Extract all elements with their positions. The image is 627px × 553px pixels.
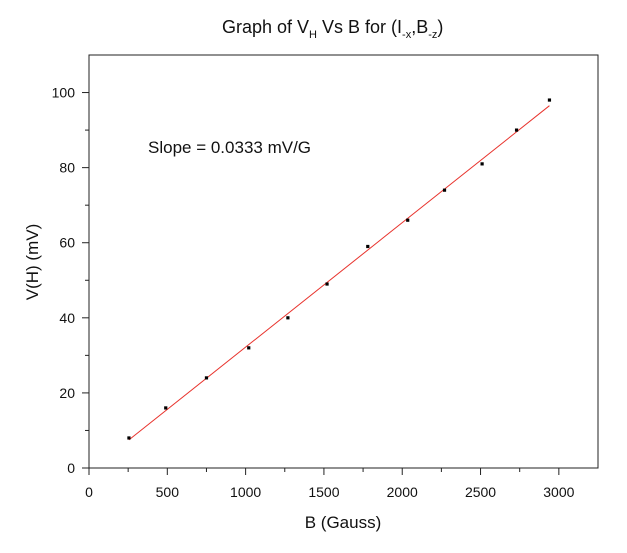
title-sub-x: -x: [402, 29, 412, 41]
data-point: [325, 282, 329, 286]
x-tick-label: 2500: [465, 484, 496, 500]
data-point: [127, 436, 131, 440]
y-tick-label: 80: [59, 160, 75, 176]
data-point: [204, 376, 209, 380]
y-axis-ticks: 0 20 40 60 80 100: [52, 85, 89, 476]
fit-line: [128, 105, 550, 441]
title-suffix: ): [437, 17, 443, 37]
y-axis-title: V(H) (mV): [23, 224, 42, 300]
x-tick-label: 500: [156, 484, 180, 500]
x-axis-title: B (Gauss): [305, 513, 382, 532]
data-point: [514, 128, 519, 132]
title-sub-z: -z: [428, 29, 437, 41]
data-point: [286, 316, 290, 320]
data-points: [127, 98, 552, 440]
data-point: [406, 218, 410, 222]
plot-frame: [88, 54, 599, 469]
title-sub-h: H: [309, 29, 317, 41]
x-tick-label: 1500: [308, 484, 339, 500]
y-tick-label: 20: [59, 385, 75, 401]
data-point: [164, 406, 168, 410]
title-prefix: Graph of V: [222, 17, 309, 37]
y-tick-label: 40: [59, 310, 75, 326]
y-tick-label: 60: [59, 235, 75, 251]
chart-title: Graph of VH Vs B for (I-x,B-z): [222, 17, 443, 41]
x-tick-label: 2000: [387, 484, 418, 500]
y-tick-label: 0: [67, 460, 75, 476]
data-point: [442, 188, 447, 192]
data-point: [480, 162, 484, 166]
fit-layer: [128, 105, 550, 441]
slope-annotation: Slope = 0.0333 mV/G: [148, 138, 311, 157]
x-tick-label: 3000: [543, 484, 574, 500]
x-axis-ticks: 0 500 1000 1500 2000 2500 3000: [85, 468, 575, 500]
data-point: [247, 346, 251, 350]
x-tick-label: 0: [85, 484, 93, 500]
title-mid: Vs B for (I: [317, 17, 402, 37]
title-sep: ,B: [411, 17, 428, 37]
y-tick-label: 100: [52, 85, 76, 101]
x-tick-label: 1000: [230, 484, 261, 500]
data-point: [547, 98, 552, 102]
data-point: [366, 244, 370, 249]
